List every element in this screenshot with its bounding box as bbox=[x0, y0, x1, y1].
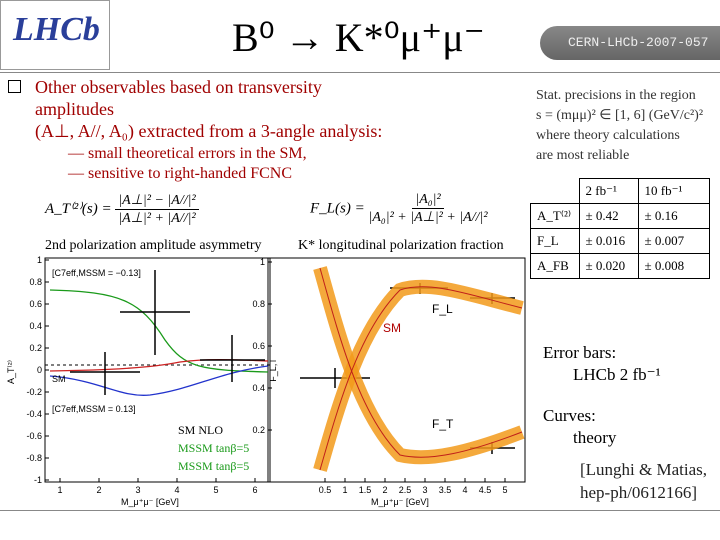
bullet-box bbox=[8, 80, 21, 93]
cell: 10 fb⁻¹ bbox=[637, 178, 710, 204]
right-frame bbox=[267, 257, 526, 483]
note-line: Stat. precisions in the region bbox=[536, 88, 696, 103]
curve-label: SM bbox=[383, 321, 401, 335]
reference: [Lunghi & Matias, hep-ph/0612166] bbox=[580, 458, 707, 504]
ref-line: hep-ph/0612166] bbox=[580, 483, 698, 502]
den: |A₀|² + |A⊥|² + |A//|² bbox=[368, 210, 488, 225]
legend-entry: MSSM tanβ=5 bbox=[178, 441, 249, 455]
subs: — small theoretical errors in the SM, — … bbox=[68, 144, 307, 184]
num: |A₀|² bbox=[412, 192, 444, 209]
cell: ± 0.42 bbox=[578, 203, 639, 229]
side-line: LHCb 2 fb⁻¹ bbox=[573, 365, 661, 384]
plot-box-label: SM bbox=[52, 374, 66, 384]
cell: ± 0.008 bbox=[637, 253, 710, 279]
cell: A_T⁽²⁾ bbox=[530, 203, 580, 229]
bullet-line: Other observables based on transversity bbox=[35, 77, 322, 97]
side-line: Curves: bbox=[543, 406, 596, 425]
num: |A⊥|² − |A//|² bbox=[115, 192, 199, 210]
x-tick-label: 4.5 bbox=[479, 485, 492, 495]
ref-line: [Lunghi & Matias, bbox=[580, 460, 708, 479]
sub-bullet: — sensitive to right-handed FCNC bbox=[68, 165, 292, 182]
doc-tag: CERN-LHCb-2007-057 bbox=[540, 26, 720, 60]
y-label: F_L,T bbox=[268, 358, 278, 382]
sub-bullet: — small theoretical errors in the SM, bbox=[68, 145, 307, 162]
y-tick-label: 0.2 bbox=[29, 343, 42, 353]
curve-label: F_T bbox=[432, 417, 454, 431]
x-tick-label: 2 bbox=[96, 485, 101, 495]
x-tick-label: 3 bbox=[422, 485, 427, 495]
side-errors: Error bars: LHCb 2 fb⁻¹ bbox=[543, 342, 661, 386]
x-tick-label: 1 bbox=[342, 485, 347, 495]
y-tick-label: 1 bbox=[260, 257, 265, 267]
plot-box-label: [C7eff,MSSM = −0.13] bbox=[52, 268, 141, 278]
formula: A_T⁽²⁾(s) = |A⊥|² − |A//|² |A⊥|² + |A//|² bbox=[45, 192, 199, 227]
den: |A⊥|² + |A//|² bbox=[118, 211, 196, 226]
x-tick-label: 3.5 bbox=[439, 485, 452, 495]
x-tick-label: 0.5 bbox=[319, 485, 332, 495]
y-label: A_T⁽²⁾ bbox=[6, 360, 16, 384]
y-tick-label: 0.6 bbox=[252, 341, 265, 351]
x-tick-label: 2.5 bbox=[399, 485, 412, 495]
curve bbox=[319, 286, 523, 471]
side-line: theory bbox=[573, 428, 617, 447]
formula: F_L(s) = |A₀|² |A₀|² + |A⊥|² + |A//|² bbox=[310, 192, 488, 226]
legend-entry: MSSM tanβ=5 bbox=[178, 459, 249, 473]
bullet-line: amplitudes bbox=[35, 99, 114, 119]
y-tick-label: -0.6 bbox=[26, 431, 42, 441]
x-label: M_μ⁺μ⁻ [GeV] bbox=[371, 497, 429, 507]
y-tick-label: 0.2 bbox=[252, 425, 265, 435]
note-line: where theory calculations bbox=[536, 128, 680, 143]
formula-label: 2nd polarization amplitude asymmetry bbox=[45, 238, 262, 253]
x-label: M_μ⁺μ⁻ [GeV] bbox=[121, 497, 179, 507]
bullet: Other observables based on transversity … bbox=[35, 76, 382, 142]
side-line: Error bars: bbox=[543, 343, 617, 362]
logo-box: LHCb bbox=[0, 0, 110, 70]
lhs: F_L(s) = bbox=[310, 200, 365, 217]
bullet-line: (A⊥, A//, A₀) extracted from a 3-angle a… bbox=[35, 121, 383, 141]
note-line: s = (mμμ)² ∈ [1, 6] (GeV/c²)² bbox=[536, 108, 704, 123]
y-tick-label: 0.6 bbox=[29, 299, 42, 309]
legend-entry: SM NLO bbox=[178, 423, 223, 437]
curve-label: F_L bbox=[432, 302, 453, 316]
x-tick-label: 4 bbox=[462, 485, 467, 495]
y-tick-label: -1 bbox=[34, 475, 42, 485]
y-tick-label: 0.4 bbox=[252, 383, 265, 393]
logo: LHCb bbox=[13, 11, 100, 48]
plot-box-label: [C7eff,MSSM = 0.13] bbox=[52, 404, 136, 414]
y-tick-label: -0.2 bbox=[26, 387, 42, 397]
rule bbox=[0, 72, 720, 73]
curve bbox=[49, 289, 269, 373]
x-tick-label: 2 bbox=[382, 485, 387, 495]
y-tick-label: 1 bbox=[37, 255, 42, 265]
x-tick-label: 1.5 bbox=[359, 485, 372, 495]
cell: ± 0.020 bbox=[578, 253, 639, 279]
formula-label: K* longitudinal polarization fraction bbox=[298, 238, 504, 253]
y-tick-label: -0.4 bbox=[26, 409, 42, 419]
y-tick-label: 0.4 bbox=[29, 321, 42, 331]
lhs: A_T⁽²⁾(s) = bbox=[45, 200, 112, 217]
side-curves: Curves: theory bbox=[543, 405, 616, 449]
x-tick-label: 5 bbox=[502, 485, 507, 495]
x-tick-label: 6 bbox=[252, 485, 257, 495]
x-tick-label: 5 bbox=[213, 485, 218, 495]
x-tick-label: 3 bbox=[135, 485, 140, 495]
y-tick-label: 0.8 bbox=[29, 277, 42, 287]
curve bbox=[319, 267, 523, 458]
precision-table: 2 fb⁻¹ 10 fb⁻¹ A_T⁽²⁾ ± 0.42 ± 0.16 F_L ± 0.… bbox=[530, 178, 710, 279]
y-tick-label: 0.8 bbox=[252, 299, 265, 309]
note: Stat. precisions in the region s = (mμμ)… bbox=[536, 86, 703, 166]
y-tick-label: -0.8 bbox=[26, 453, 42, 463]
x-tick-label: 1 bbox=[57, 485, 62, 495]
title: B⁰ → K*⁰μ⁺μ⁻ bbox=[232, 15, 485, 60]
x-tick-label: 4 bbox=[174, 485, 179, 495]
note-line: are most reliable bbox=[536, 148, 630, 163]
y-tick-label: 0 bbox=[37, 365, 42, 375]
rule bbox=[0, 510, 720, 511]
curve bbox=[49, 365, 269, 396]
cell: ± 0.007 bbox=[637, 228, 710, 254]
